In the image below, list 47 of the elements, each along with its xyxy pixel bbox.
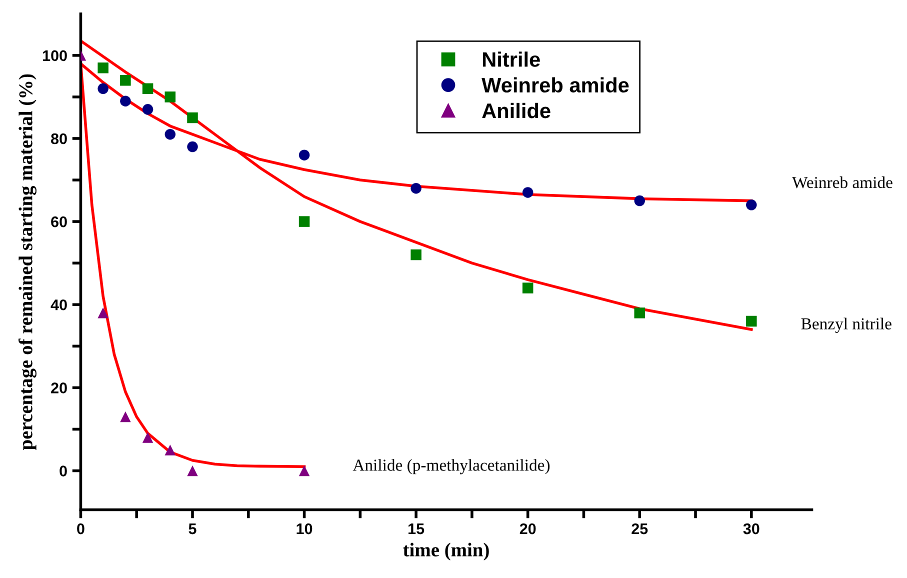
y-tick-label: 60 [51, 216, 67, 228]
point [98, 308, 108, 318]
y-tick-label: 80 [51, 133, 67, 144]
point [298, 150, 310, 160]
point [120, 411, 131, 422]
x-tick-label: 20 [520, 523, 536, 534]
point [142, 432, 154, 443]
legend-label: Anilide [482, 102, 550, 118]
point [187, 112, 198, 124]
point [410, 182, 422, 194]
point [634, 195, 646, 206]
point [746, 316, 757, 327]
point [522, 187, 534, 198]
point [120, 74, 131, 86]
x-tick-label: 0 [77, 523, 84, 534]
x-axis-title: time (min) [403, 542, 489, 560]
point [187, 465, 198, 476]
y-axis-title: percentage of remained starting material (%) [18, 74, 36, 450]
point [187, 141, 198, 152]
point [164, 128, 176, 140]
x-tick-label: 30 [743, 523, 760, 534]
point [98, 83, 108, 94]
point [120, 96, 131, 106]
point [142, 104, 154, 115]
point [746, 200, 757, 210]
annotation: Benzyl nitrile [801, 318, 892, 333]
annotation: Weinreb amide [792, 176, 892, 188]
y-tick-label: 100 [43, 50, 67, 62]
x-tick-label: 5 [188, 524, 196, 534]
point [164, 444, 176, 456]
x-tick-label: 10 [296, 523, 312, 534]
y-tick-label: 40 [50, 299, 67, 310]
legend-label: Weinreb amide [482, 77, 629, 93]
point [410, 249, 422, 260]
point [522, 282, 534, 294]
point [298, 465, 310, 476]
point [98, 62, 108, 74]
point [298, 216, 310, 227]
point [634, 308, 646, 318]
y-tick-label: 20 [51, 382, 67, 394]
x-tick-label: 15 [408, 524, 424, 534]
point [164, 92, 176, 102]
annotation: Anilide (p-methylacetanilide) [352, 459, 550, 474]
point [142, 83, 154, 94]
y-tick-label: 0 [60, 466, 67, 476]
x-tick-label: 25 [632, 523, 648, 534]
legend-label: Nitrile [482, 52, 540, 67]
